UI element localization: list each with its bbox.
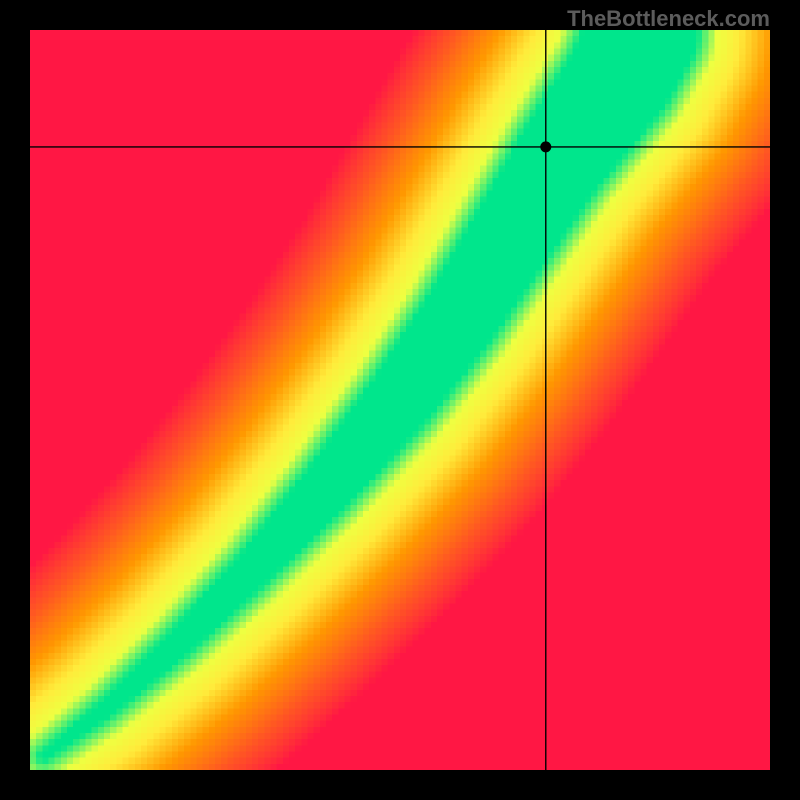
chart-container: { "watermark": { "text": "TheBottleneck.… bbox=[0, 0, 800, 800]
watermark-text: TheBottleneck.com bbox=[567, 6, 770, 32]
bottleneck-heatmap bbox=[30, 30, 770, 770]
